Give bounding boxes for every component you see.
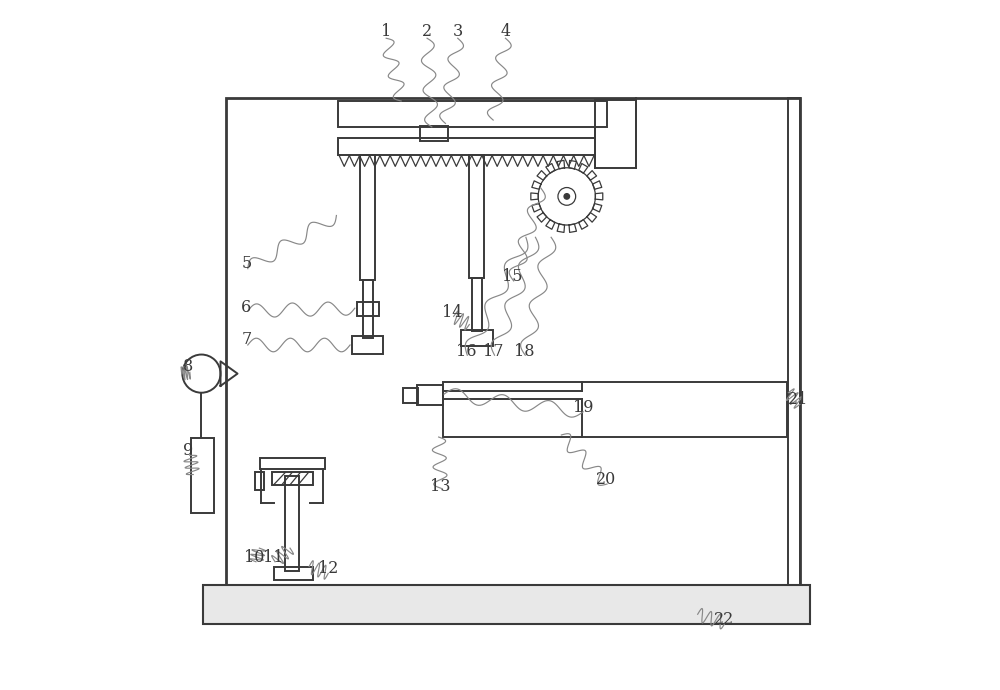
Text: 17: 17	[483, 344, 503, 360]
Bar	[274, 566, 313, 580]
Bar	[285, 476, 299, 571]
Text: 20: 20	[596, 471, 616, 489]
Bar	[420, 126, 448, 141]
Bar	[203, 585, 810, 624]
Bar	[357, 302, 379, 316]
Text: 5: 5	[241, 255, 252, 272]
Bar	[595, 99, 636, 168]
Bar	[360, 155, 375, 280]
Bar	[338, 139, 595, 155]
Text: 9: 9	[183, 442, 194, 459]
Bar	[272, 473, 313, 485]
Bar	[255, 473, 264, 489]
Bar	[469, 155, 484, 278]
Bar	[352, 336, 383, 354]
Text: 14: 14	[442, 304, 462, 321]
Text: 18: 18	[514, 344, 534, 360]
Bar	[443, 382, 787, 437]
Text: 16: 16	[456, 344, 476, 360]
Text: 1: 1	[381, 23, 391, 40]
Text: 11: 11	[263, 549, 284, 566]
Text: 13: 13	[430, 478, 451, 495]
Bar	[363, 280, 373, 338]
Text: 2: 2	[422, 23, 432, 40]
Bar	[461, 330, 493, 346]
Bar	[403, 388, 418, 403]
Text: 22: 22	[713, 611, 734, 627]
Text: 6: 6	[241, 299, 252, 316]
Text: 8: 8	[183, 358, 194, 375]
Text: 12: 12	[318, 560, 338, 577]
Text: 4: 4	[500, 23, 511, 40]
Text: 3: 3	[453, 23, 463, 40]
Bar	[260, 458, 325, 469]
Text: 21: 21	[788, 391, 809, 408]
Bar	[226, 98, 800, 585]
Text: 19: 19	[573, 400, 593, 416]
Bar	[191, 438, 214, 513]
Bar	[338, 101, 607, 127]
Text: 10: 10	[244, 549, 265, 566]
Text: 7: 7	[241, 331, 252, 348]
Text: 15: 15	[502, 268, 523, 286]
Bar	[472, 278, 482, 331]
Circle shape	[564, 194, 570, 199]
Bar	[417, 384, 443, 405]
Bar	[788, 98, 800, 585]
